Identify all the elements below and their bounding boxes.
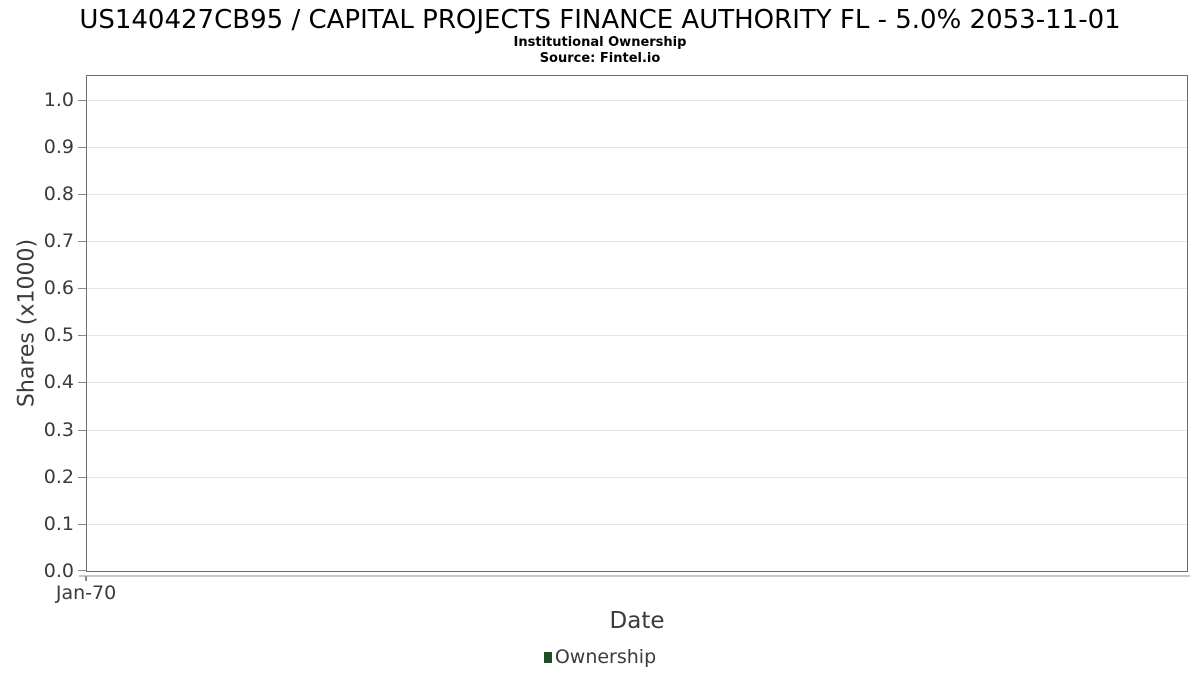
y-tick-label: 0.0 <box>43 560 74 582</box>
y-tick-mark <box>78 241 86 242</box>
gridline <box>87 382 1187 383</box>
y-tick-label: 0.9 <box>43 136 74 158</box>
legend-label: Ownership <box>554 646 657 668</box>
y-axis-label: Shares (x1000) <box>14 238 40 408</box>
y-tick-mark <box>78 194 86 195</box>
gridline <box>87 430 1187 431</box>
y-tick-label: 1.0 <box>43 89 74 111</box>
y-tick-label: 0.2 <box>43 466 74 488</box>
y-tick-label: 0.8 <box>43 183 74 205</box>
legend-marker-icon <box>543 651 552 663</box>
y-tick-label: 0.7 <box>43 230 74 252</box>
y-tick-mark <box>78 100 86 101</box>
x-axis-line <box>79 575 1190 577</box>
y-tick-label: 0.1 <box>43 513 74 535</box>
gridline <box>87 335 1187 336</box>
gridline <box>87 100 1187 101</box>
legend: Ownership <box>0 646 1200 668</box>
chart-title: US140427CB95 / CAPITAL PROJECTS FINANCE … <box>79 5 1121 35</box>
gridline <box>87 288 1187 289</box>
gridline <box>87 147 1187 148</box>
x-axis-label: Date <box>609 608 665 634</box>
gridline <box>87 524 1187 525</box>
chart-source: Source: Fintel.io <box>539 51 661 66</box>
y-tick-mark <box>78 288 86 289</box>
y-tick-mark <box>78 335 86 336</box>
gridline <box>87 241 1187 242</box>
gridline <box>87 477 1187 478</box>
x-tick-mark <box>85 576 87 581</box>
y-tick-mark <box>78 430 86 431</box>
y-tick-mark <box>78 147 86 148</box>
y-tick-label: 0.6 <box>43 277 74 299</box>
y-tick-mark <box>78 524 86 525</box>
y-tick-label: 0.4 <box>43 371 74 393</box>
chart-subtitle: Institutional Ownership <box>513 35 687 50</box>
x-tick-label: Jan-70 <box>55 582 117 604</box>
plot-area <box>86 75 1188 572</box>
y-tick-label: 0.5 <box>43 324 74 346</box>
y-tick-mark <box>78 477 86 478</box>
gridline <box>87 194 1187 195</box>
y-tick-mark <box>78 382 86 383</box>
y-tick-label: 0.3 <box>43 419 74 441</box>
y-tick-mark <box>78 570 86 571</box>
